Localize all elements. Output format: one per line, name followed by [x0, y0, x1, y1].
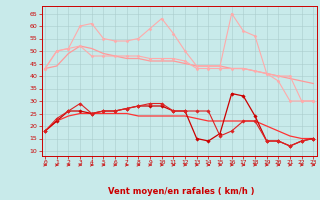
Text: Vent moyen/en rafales ( km/h ): Vent moyen/en rafales ( km/h )	[108, 187, 254, 196]
